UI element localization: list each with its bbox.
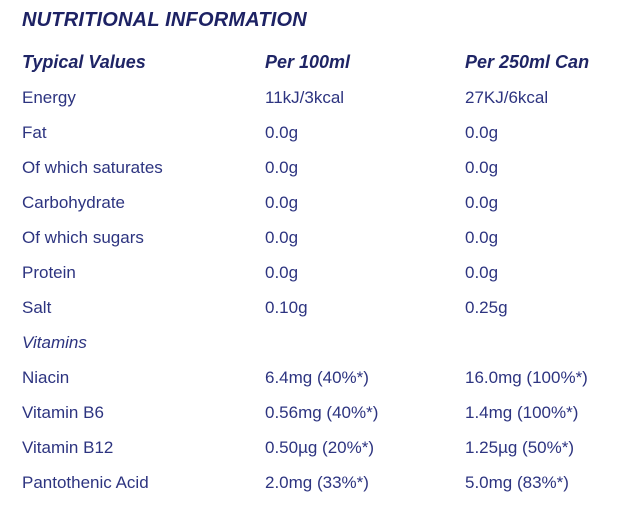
value-per-100ml: 2.0mg (33%*) [265, 472, 369, 492]
value-per-100ml: 6.4mg (40%*) [265, 367, 369, 387]
value-per-100ml: 0.0g [265, 192, 299, 212]
header-per-250ml-can: Per 250ml Can [465, 52, 590, 72]
table-header-row: Typical Values Per 100ml Per 250ml Can [0, 45, 635, 80]
section-label: Vitamins [22, 332, 87, 352]
row-label: Salt [22, 297, 52, 317]
row-label: Of which sugars [22, 227, 144, 247]
value-per-250ml-can: 5.0mg (83%*) [465, 472, 569, 492]
row-label: Protein [22, 262, 76, 282]
table-row-saturates: Of which saturates 0.0g 0.0g [0, 150, 635, 185]
value-per-250ml-can: 0.0g [465, 227, 499, 247]
row-label: Energy [22, 87, 76, 107]
table-row-energy: Energy 11kJ/3kcal 27KJ/6kcal [0, 80, 635, 115]
table-row-vitamin-b6: Vitamin B6 0.56mg (40%*) 1.4mg (100%*) [0, 395, 635, 430]
value-per-100ml: 0.0g [265, 157, 299, 177]
nutrition-table: Typical Values Per 100ml Per 250ml Can E… [0, 45, 635, 500]
header-typical-values: Typical Values [22, 52, 146, 72]
row-label: Niacin [22, 367, 70, 387]
value-per-250ml-can: 1.4mg (100%*) [465, 402, 579, 422]
row-label: Fat [22, 122, 47, 142]
value-per-100ml: 0.0g [265, 122, 299, 142]
row-label: Vitamin B6 [22, 402, 104, 422]
table-row-protein: Protein 0.0g 0.0g [0, 255, 635, 290]
value-per-100ml: 0.10g [265, 297, 308, 317]
value-per-100ml: 0.56mg (40%*) [265, 402, 379, 422]
row-label: Carbohydrate [22, 192, 126, 212]
value-per-250ml-can: 27KJ/6kcal [465, 87, 549, 107]
table-row-niacin: Niacin 6.4mg (40%*) 16.0mg (100%*) [0, 360, 635, 395]
table-row-salt: Salt 0.10g 0.25g [0, 290, 635, 325]
value-per-100ml: 0.50µg (20%*) [265, 437, 375, 457]
table-section-vitamins: Vitamins [0, 325, 635, 360]
row-label: Of which saturates [22, 157, 163, 177]
row-label: Pantothenic Acid [22, 472, 149, 492]
value-per-250ml-can: 0.0g [465, 122, 499, 142]
table-row-sugars: Of which sugars 0.0g 0.0g [0, 220, 635, 255]
row-label: Vitamin B12 [22, 437, 114, 457]
table-row-carbohydrate: Carbohydrate 0.0g 0.0g [0, 185, 635, 220]
value-per-100ml: 0.0g [265, 227, 299, 247]
table-row-vitamin-b12: Vitamin B12 0.50µg (20%*) 1.25µg (50%*) [0, 430, 635, 465]
page-title: NUTRITIONAL INFORMATION [22, 9, 307, 32]
value-per-250ml-can: 0.0g [465, 192, 499, 212]
table-row-pantothenic-acid: Pantothenic Acid 2.0mg (33%*) 5.0mg (83%… [0, 465, 635, 500]
value-per-250ml-can: 0.25g [465, 297, 508, 317]
value-per-250ml-can: 0.0g [465, 262, 499, 282]
value-per-100ml: 11kJ/3kcal [265, 87, 345, 107]
value-per-100ml: 0.0g [265, 262, 299, 282]
table-row-fat: Fat 0.0g 0.0g [0, 115, 635, 150]
value-per-250ml-can: 16.0mg (100%*) [465, 367, 588, 387]
value-per-250ml-can: 0.0g [465, 157, 499, 177]
header-per-100ml: Per 100ml [265, 52, 351, 72]
value-per-250ml-can: 1.25µg (50%*) [465, 437, 575, 457]
